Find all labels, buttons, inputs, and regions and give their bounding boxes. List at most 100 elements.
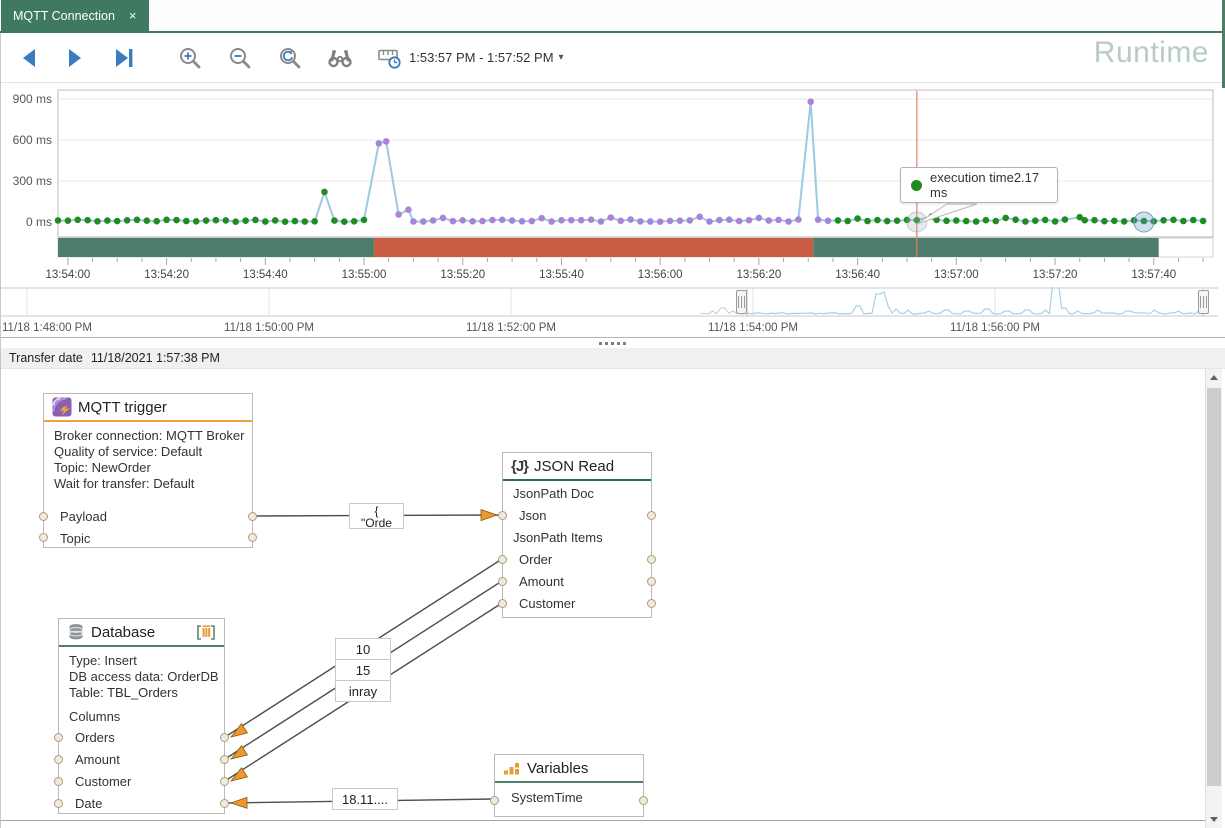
data-point xyxy=(509,217,516,224)
search-values-button[interactable] xyxy=(327,45,353,71)
scroll-down-button[interactable] xyxy=(1206,811,1222,828)
data-point xyxy=(953,217,960,224)
vertical-scrollbar[interactable] xyxy=(1205,369,1222,828)
port-label-json: Json xyxy=(503,505,651,527)
tab-close-icon[interactable]: × xyxy=(129,8,137,23)
port-orders-out[interactable] xyxy=(220,733,229,742)
data-point xyxy=(1111,218,1118,225)
chart-toolbar: 1:53:57 PM - 1:57:52 PM ▾ xyxy=(1,33,1222,83)
data-point xyxy=(242,217,249,224)
time-range-value[interactable]: 1:53:57 PM - 1:57:52 PM xyxy=(409,50,554,65)
wire-arrowhead xyxy=(231,797,247,808)
data-point xyxy=(598,218,605,225)
port-label-amount: Amount xyxy=(503,571,651,593)
data-point xyxy=(726,216,733,223)
data-point xyxy=(775,217,782,224)
data-point xyxy=(884,218,891,225)
port-order-in[interactable] xyxy=(498,555,507,564)
chevron-down-icon[interactable]: ▾ xyxy=(559,52,564,63)
range-handle-right[interactable] xyxy=(1198,290,1209,314)
port-customer-in[interactable] xyxy=(498,599,507,608)
data-point xyxy=(825,218,832,225)
database-icon xyxy=(67,623,85,641)
scrollbar-thumb[interactable] xyxy=(1207,388,1221,786)
port-label-date: Date xyxy=(59,793,224,815)
time-range-button[interactable] xyxy=(377,45,403,71)
data-point xyxy=(578,217,585,224)
port-topic-in[interactable] xyxy=(39,533,48,542)
x-tick-label: 13:57:20 xyxy=(1033,269,1078,281)
range-handle-left[interactable] xyxy=(736,290,747,314)
port-date-out[interactable] xyxy=(220,799,229,808)
variables-icon xyxy=(503,760,521,776)
arrow-last-icon xyxy=(113,47,135,69)
data-point xyxy=(854,215,861,222)
y-tick-label: 900 ms xyxy=(13,92,52,106)
tab-mqtt-connection[interactable]: MQTT Connection × xyxy=(1,0,149,31)
port-order-out[interactable] xyxy=(647,555,656,564)
port-customer-out[interactable] xyxy=(220,777,229,786)
data-point xyxy=(405,206,412,213)
node-variables[interactable]: Variables SystemTime xyxy=(494,754,644,817)
data-point xyxy=(459,217,466,224)
data-point xyxy=(114,218,121,225)
scroll-up-button[interactable] xyxy=(1206,369,1222,386)
nav-last-button[interactable] xyxy=(111,45,137,71)
node-title: MQTT trigger xyxy=(78,399,167,416)
status-band-segment xyxy=(374,238,813,257)
data-point xyxy=(84,217,91,224)
port-systemtime-out[interactable] xyxy=(639,796,648,805)
node-title: JSON Read xyxy=(534,458,614,475)
overview-timeline[interactable]: 11/18 1:48:00 PM 11/18 1:50:00 PM 11/18 1:… xyxy=(0,287,1225,338)
chart-tooltip: execution time2.17 ms xyxy=(900,167,1058,203)
port-orders-in[interactable] xyxy=(54,733,63,742)
x-tick-label: 13:57:00 xyxy=(934,269,979,281)
data-point xyxy=(213,217,220,224)
port-amount-in[interactable] xyxy=(498,577,507,586)
data-point xyxy=(173,217,180,224)
zoom-out-button[interactable] xyxy=(227,45,253,71)
port-customer-out[interactable] xyxy=(647,599,656,608)
data-point xyxy=(1002,215,1009,222)
port-amount-out[interactable] xyxy=(647,577,656,586)
port-payload-out[interactable] xyxy=(248,512,257,521)
port-json-in[interactable] xyxy=(498,511,507,520)
port-amount-in[interactable] xyxy=(54,755,63,764)
data-point xyxy=(232,218,239,225)
nav-back-button[interactable] xyxy=(17,45,43,71)
data-point xyxy=(558,217,565,224)
zoom-reset-button[interactable] xyxy=(277,45,303,71)
data-point xyxy=(469,218,476,225)
port-label-systemtime: SystemTime xyxy=(495,787,643,809)
data-point xyxy=(716,217,723,224)
node-json-read[interactable]: {J} JSON Read JsonPath Doc Json JsonPath… xyxy=(502,452,652,618)
wire-arrowhead xyxy=(231,724,247,737)
data-point xyxy=(815,216,822,223)
port-amount-out[interactable] xyxy=(220,755,229,764)
port-systemtime-in[interactable] xyxy=(490,796,499,805)
data-point xyxy=(627,216,634,223)
port-topic-out[interactable] xyxy=(248,533,257,542)
port-json-out[interactable] xyxy=(647,511,656,520)
panel-splitter[interactable] xyxy=(0,338,1225,348)
data-point xyxy=(311,218,318,225)
execution-time-chart[interactable]: 0 ms 300 ms 600 ms 900 ms 13:54:00 13:54:20 13… xyxy=(0,84,1225,287)
node-database[interactable]: Database Type: Insert DB access data: Or… xyxy=(58,618,225,814)
zoom-in-button[interactable] xyxy=(177,45,203,71)
flow-canvas[interactable]: MQTT trigger Broker connection: MQTT Bro… xyxy=(1,369,1205,828)
x-tick-label: 13:54:20 xyxy=(144,269,189,281)
overview-tick-label: 11/18 1:52:00 PM xyxy=(466,322,556,334)
port-customer-in[interactable] xyxy=(54,777,63,786)
data-point xyxy=(963,218,970,225)
y-tick-label: 300 ms xyxy=(13,174,52,188)
data-point xyxy=(440,215,447,222)
port-payload-in[interactable] xyxy=(39,512,48,521)
data-point xyxy=(617,218,624,225)
data-point xyxy=(1081,217,1088,224)
node-property: DB access data: OrderDB xyxy=(59,669,224,685)
node-mqtt-trigger[interactable]: MQTT trigger Broker connection: MQTT Bro… xyxy=(43,393,253,548)
nav-forward-button[interactable] xyxy=(61,45,87,71)
data-point xyxy=(321,189,328,196)
port-date-in[interactable] xyxy=(54,799,63,808)
data-point xyxy=(65,217,72,224)
